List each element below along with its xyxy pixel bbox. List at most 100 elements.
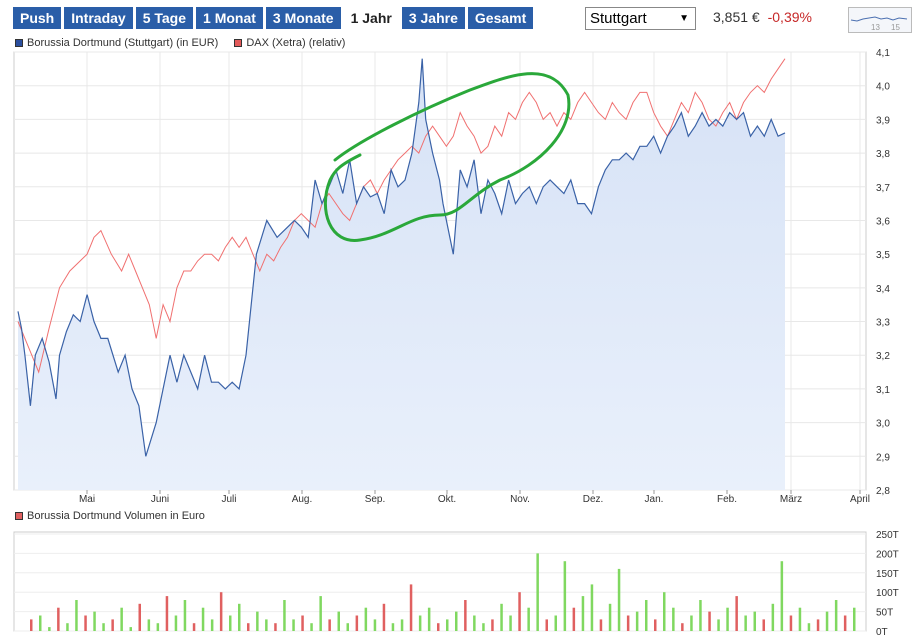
volume-bar (30, 619, 33, 631)
x-tick-label: Jan. (645, 494, 664, 505)
sparkline-label: 15 (891, 23, 900, 32)
volume-bar (446, 619, 449, 631)
tab-intraday[interactable]: Intraday (64, 7, 133, 29)
volume-bar (500, 603, 503, 631)
x-tick-label: Okt. (438, 494, 456, 505)
volume-bar (274, 623, 277, 631)
volume-bar (626, 615, 630, 631)
x-tick-label: Dez. (583, 494, 604, 505)
volume-bar (192, 623, 196, 631)
volume-bar (690, 615, 693, 631)
volume-y-tick-label: 150T (876, 569, 899, 580)
y-tick-label: 3,0 (876, 419, 890, 430)
volume-bar (645, 600, 648, 631)
volume-legend: Borussia Dortmund Volumen in Euro (15, 510, 205, 522)
tab-gesamt[interactable]: Gesamt (467, 7, 534, 29)
dax-line (17, 58, 786, 374)
volume-bar (48, 627, 51, 631)
volume-bar (93, 611, 96, 631)
stock-line (17, 58, 786, 457)
stock-area-fill (18, 58, 785, 490)
sparkline-label: 13 (871, 23, 880, 32)
y-tick-label: 3,3 (876, 318, 890, 329)
volume-bar (672, 607, 675, 631)
volume-bar (843, 615, 847, 631)
price-change: -0,39% (767, 9, 812, 25)
volume-bar (437, 623, 440, 631)
volume-bar (699, 600, 702, 631)
volume-bar (256, 611, 259, 631)
plot-area (13, 51, 867, 491)
tab-push[interactable]: Push (13, 7, 62, 29)
tab-1-jahr[interactable]: 1 Jahr (343, 7, 399, 29)
volume-bar (554, 615, 557, 631)
exchange-selected-value: Stuttgart (590, 10, 647, 27)
volume-bar (147, 619, 151, 631)
volume-bar (654, 619, 657, 631)
y-tick-label: 3,7 (876, 183, 890, 194)
volume-bar (219, 592, 223, 631)
volume-bar (825, 611, 829, 631)
x-tick-label: Juni (151, 494, 169, 505)
volume-bar (527, 607, 530, 631)
volume-bar (183, 600, 187, 631)
exchange-select[interactable]: Stuttgart ▼ (585, 7, 696, 30)
tab-3-jahre[interactable]: 3 Jahre (401, 7, 465, 29)
volume-bar (771, 603, 775, 631)
volume-bar (382, 603, 386, 631)
volume-bar (762, 619, 765, 631)
x-tick-label: März (780, 494, 802, 505)
volume-bar (364, 607, 368, 631)
price-quote: 3,851 € -0,39% (713, 9, 812, 25)
x-tick-label: April (850, 494, 870, 505)
annotation-circle (324, 72, 571, 242)
volume-bar (427, 607, 431, 631)
tab-1-monat[interactable]: 1 Monat (196, 7, 263, 29)
legend-label-dax: DAX (Xetra) (relativ) (246, 37, 346, 49)
volume-bar (129, 627, 132, 631)
volume-bar (165, 596, 169, 631)
volume-bar (473, 615, 476, 631)
x-tick-label: Feb. (717, 494, 737, 505)
volume-bar (156, 623, 160, 631)
volume-bar (563, 561, 567, 631)
volume-bar (111, 619, 114, 631)
tab-3-monate[interactable]: 3 Monate (265, 7, 341, 29)
y-tick-label: 3,8 (876, 149, 890, 160)
legend-label-stock: Borussia Dortmund (Stuttgart) (in EUR) (27, 37, 219, 49)
volume-bar (735, 596, 738, 631)
volume-bar (400, 619, 404, 631)
volume-bar (238, 603, 241, 631)
y-tick-label: 3,4 (876, 284, 890, 295)
volume-bar (174, 615, 178, 631)
volume-bar (789, 615, 793, 631)
volume-bar (265, 619, 268, 631)
volume-bar (120, 607, 123, 631)
volume-bar (319, 596, 322, 631)
volume-bar (346, 623, 349, 631)
volume-bar (201, 607, 205, 631)
volume-bar (337, 611, 340, 631)
volume-y-tick-label: 50T (876, 608, 893, 619)
legend-label-volume: Borussia Dortmund Volumen in Euro (27, 510, 205, 522)
volume-bar (744, 615, 747, 631)
volume-bar (536, 553, 539, 631)
volume-bar (210, 619, 214, 631)
sparkline-thumbnail[interactable]: 13 15 (848, 7, 912, 33)
y-tick-label: 3,9 (876, 115, 890, 126)
legend-swatch-dax (234, 39, 243, 47)
volume-bar (572, 607, 576, 631)
legend-swatch-stock (15, 39, 23, 47)
volume-y-tick-label: 200T (876, 549, 899, 560)
current-price: 3,851 € (713, 9, 760, 25)
volume-bar (482, 623, 485, 631)
x-tick-label: Mai (79, 494, 95, 505)
y-tick-label: 2,9 (876, 452, 890, 463)
volume-bar (247, 623, 250, 631)
volume-bar (409, 584, 413, 631)
volume-bar (545, 619, 548, 631)
volume-bar (635, 611, 639, 631)
tab-5-tage[interactable]: 5 Tage (135, 7, 194, 29)
period-tabs: Push Intraday 5 Tage 1 Monat 3 Monate 1 Jahr 3… (13, 7, 534, 29)
